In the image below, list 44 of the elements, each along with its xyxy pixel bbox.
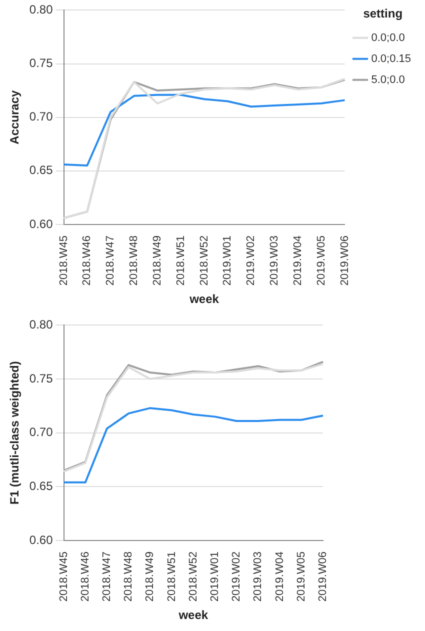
x-tick-label: 2018.W48 — [128, 235, 140, 286]
x-tick-label: 2018.W47 — [104, 235, 117, 286]
legend-label: 5.0;0.0 — [371, 74, 405, 86]
y-tick-label: 0.70 — [29, 110, 54, 124]
y-axis-title: F1 (mutli-class weighted) — [8, 361, 22, 505]
x-tick-label: 2019.W01 — [222, 235, 234, 286]
y-tick-label: 0.65 — [29, 163, 54, 178]
x-tick-label: 2018.W46 — [79, 551, 92, 602]
x-tick-label: 2018.W52 — [187, 551, 200, 602]
x-tick-label: 2018.W45 — [58, 551, 70, 602]
y-tick-label: 0.75 — [29, 371, 54, 386]
y-axis-title: Accuracy — [8, 90, 22, 144]
x-axis-title: week — [188, 292, 220, 306]
legend-title: setting — [363, 6, 403, 20]
x-tick-label: 2019.W06 — [338, 235, 351, 286]
y-tick-label: 0.60 — [29, 532, 54, 547]
x-tick-label: 2019.W02 — [245, 235, 258, 286]
x-tick-label: 2018.W52 — [198, 235, 210, 286]
y-tick-label: 0.65 — [29, 478, 54, 493]
x-tick-label: 2018.W46 — [81, 235, 94, 286]
y-tick-label: 0.75 — [29, 56, 54, 70]
x-tick-label: 2018.W51 — [166, 551, 178, 602]
x-tick-label: 2019.W01 — [209, 551, 222, 602]
x-tick-label: 2019.W03 — [268, 235, 281, 286]
y-tick-label: 0.60 — [29, 216, 54, 231]
x-axis-title: week — [178, 608, 208, 622]
x-tick-label: 2019.W02 — [230, 551, 243, 602]
x-tick-label: 2019.W03 — [252, 551, 264, 602]
x-tick-label: 2019.W05 — [295, 551, 308, 602]
x-tick-label: 2018.W47 — [100, 551, 113, 602]
y-tick-label: 0.80 — [29, 318, 54, 332]
x-tick-label: 2018.W49 — [144, 551, 156, 602]
x-tick-label: 2018.W48 — [122, 551, 135, 602]
legend-label: 0.0;0.15 — [371, 52, 412, 65]
x-tick-label: 2018.W49 — [151, 235, 164, 286]
legend-label: 0.0;0.0 — [371, 32, 405, 44]
x-tick-label: 2018.W45 — [58, 235, 70, 286]
x-tick-label: 2019.W05 — [315, 235, 328, 286]
x-tick-label: 2019.W04 — [292, 235, 304, 286]
x-tick-label: 2018.W51 — [174, 235, 187, 286]
y-tick-label: 0.70 — [29, 425, 54, 440]
y-tick-label: 0.80 — [29, 2, 54, 17]
x-tick-label: 2019.W06 — [317, 551, 330, 602]
x-tick-label: 2019.W04 — [274, 551, 286, 602]
